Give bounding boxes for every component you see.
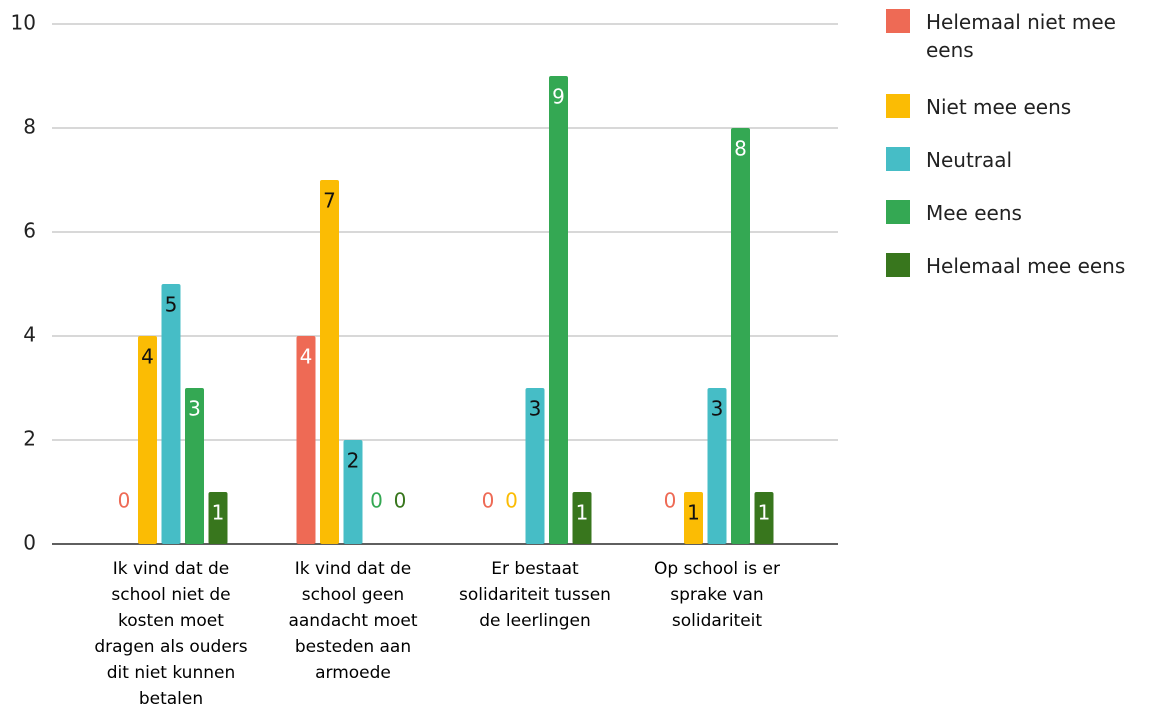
data-label: 0 [394, 489, 407, 513]
bar [296, 336, 316, 544]
data-label: 0 [664, 489, 677, 513]
data-label: 3 [711, 397, 724, 421]
data-label: 2 [347, 449, 360, 473]
data-label: 0 [118, 489, 131, 513]
y-tick-label: 2 [23, 427, 36, 451]
legend-label: Mee eens [926, 201, 1022, 225]
y-tick-label: 6 [23, 219, 36, 243]
y-tick-label: 4 [23, 323, 36, 347]
x-tick-label: Op school is er sprake van solidariteit [654, 559, 780, 631]
bar [161, 284, 181, 544]
bar [320, 180, 339, 544]
x-tick-label: Ik vind dat de school niet de kosten moe… [94, 559, 248, 709]
bar [684, 492, 703, 544]
data-label: 4 [141, 345, 154, 369]
legend-label: Neutraal [926, 148, 1013, 172]
bar [754, 492, 774, 544]
legend-label: Helemaal niet mee eens [926, 10, 1116, 62]
legend-item: Helemaal niet mee eens [886, 8, 1163, 64]
data-label: 1 [212, 501, 225, 525]
data-label: 1 [758, 501, 771, 525]
legend-swatch [886, 200, 910, 224]
bar [343, 440, 363, 544]
bar [185, 388, 204, 544]
data-label: 3 [188, 397, 201, 421]
y-tick-label: 10 [11, 11, 36, 35]
bar [549, 76, 568, 544]
legend-swatch [886, 94, 910, 118]
legend-item: Neutraal [886, 146, 1163, 174]
data-label: 3 [529, 397, 542, 421]
data-label: 4 [300, 345, 313, 369]
data-label: 8 [734, 137, 747, 161]
data-label: 0 [505, 489, 518, 513]
legend-swatch [886, 9, 910, 33]
data-label: 1 [576, 501, 589, 525]
y-tick-label: 0 [23, 531, 36, 555]
x-tick-label: Ik vind dat de school geen aandacht moet… [288, 559, 418, 683]
data-label: 0 [482, 489, 495, 513]
legend-item: Niet mee eens [886, 93, 1163, 121]
bar [731, 128, 750, 544]
data-label: 7 [323, 189, 336, 213]
bar [572, 492, 592, 544]
legend-label: Niet mee eens [926, 95, 1072, 119]
data-label: 5 [165, 293, 178, 317]
data-label: 9 [552, 85, 565, 109]
legend-swatch [886, 147, 910, 171]
legend-item: Mee eens [886, 199, 1163, 227]
y-tick-label: 8 [23, 115, 36, 139]
bar [707, 388, 727, 544]
bar [525, 388, 545, 544]
legend-label: Helemaal mee eens [926, 254, 1126, 278]
data-label: 1 [687, 501, 700, 525]
bar [138, 336, 157, 544]
bar [208, 492, 228, 544]
legend-swatch [886, 253, 910, 277]
data-label: 0 [370, 489, 383, 513]
x-tick-label: Er bestaat solidariteit tussen de leerli… [459, 559, 611, 631]
legend-item: Helemaal mee eens [886, 252, 1163, 280]
